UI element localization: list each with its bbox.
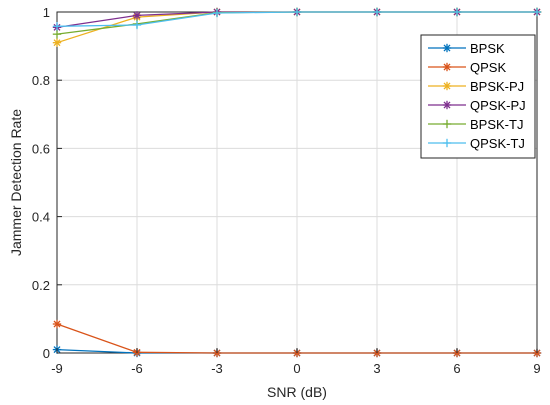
data-point-marker <box>132 20 142 30</box>
data-point-marker <box>442 62 452 72</box>
legend-item: BPSK <box>428 41 505 56</box>
x-tick-label: -6 <box>131 361 143 376</box>
x-tick-label: 3 <box>373 361 380 376</box>
data-point-marker <box>442 81 452 91</box>
y-tick-label: 0 <box>43 346 50 361</box>
x-tick-label: -9 <box>51 361 63 376</box>
y-tick-label: 0.2 <box>32 278 50 293</box>
x-axis-label: SNR (dB) <box>267 384 327 400</box>
data-point-marker <box>292 7 302 17</box>
legend-item: QPSK-TJ <box>428 136 525 151</box>
data-point-marker <box>52 319 62 329</box>
legend-item: BPSK-PJ <box>428 79 524 94</box>
y-tick-label: 0.4 <box>32 210 50 225</box>
data-point-marker <box>532 7 542 17</box>
data-point-marker <box>442 100 452 110</box>
y-tick-label: 1 <box>43 5 50 20</box>
data-point-marker <box>52 22 62 31</box>
data-point-marker <box>132 11 142 20</box>
legend-item: QPSK <box>428 60 506 75</box>
data-point-marker <box>372 7 382 17</box>
data-point-marker <box>212 8 222 18</box>
x-tick-label: 9 <box>533 361 540 376</box>
y-axis-label: Jammer Detection Rate <box>8 109 24 256</box>
legend-label: BPSK-TJ <box>470 117 523 132</box>
legend-label: QPSK <box>470 60 506 75</box>
x-tick-label: 0 <box>293 361 300 376</box>
legend-box <box>420 34 536 159</box>
legend-label: BPSK <box>470 41 505 56</box>
data-point-marker <box>52 29 62 39</box>
legend-label: QPSK-PJ <box>470 98 526 113</box>
legend-label: BPSK-PJ <box>470 79 524 94</box>
data-point-marker <box>52 38 62 47</box>
legend: BPSK QPSK BPSK-PJ QPSK-PJ BPSK-TJ QPSK-TJ <box>420 34 536 159</box>
data-point-marker <box>442 119 452 129</box>
data-point-marker <box>442 43 452 53</box>
x-tick-label: 6 <box>453 361 460 376</box>
legend-label: QPSK-TJ <box>470 136 525 151</box>
y-tick-label: 0.6 <box>32 141 50 156</box>
legend-item: QPSK-PJ <box>428 98 526 113</box>
data-point-marker <box>442 138 452 148</box>
y-tick-label: 0.8 <box>32 73 50 88</box>
tick-labels: -9 -6 -3 0 3 6 9 0 0.2 0.4 0.6 0.8 1 <box>32 5 541 376</box>
x-tick-label: -3 <box>211 361 223 376</box>
series-qpsk-tj <box>52 7 542 31</box>
data-point-marker <box>452 7 462 17</box>
legend-item: BPSK-TJ <box>428 117 523 132</box>
